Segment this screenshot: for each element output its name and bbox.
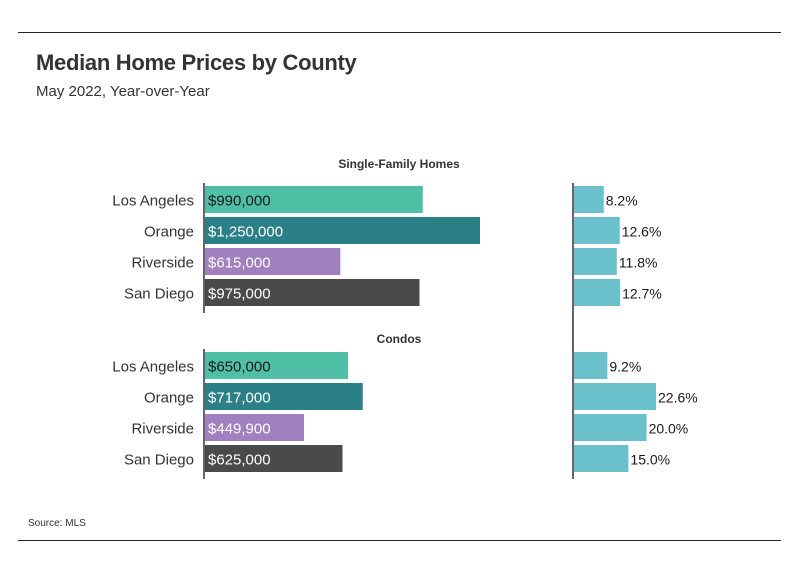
change-bar-condos-san-diego	[574, 445, 629, 472]
change-bar-condos-riverside	[574, 414, 647, 441]
category-label-single-family-homes-los-angeles: Los Angeles	[112, 193, 194, 210]
price-bar-condos-orange	[205, 383, 363, 410]
change-label-condos-riverside: 20.0%	[649, 421, 689, 437]
category-label-single-family-homes-riverside: Riverside	[131, 255, 194, 272]
change-bar-condos-orange	[574, 383, 656, 410]
change-label-condos-san-diego: 15.0%	[630, 452, 670, 468]
category-label-condos-los-angeles: Los Angeles	[112, 359, 194, 376]
source-note: Source: MLS	[28, 518, 86, 529]
change-bar-single-family-homes-riverside	[574, 248, 617, 275]
price-label-condos-orange: $717,000	[208, 390, 271, 407]
chart-title: Median Home Prices by County	[36, 50, 357, 75]
change-label-condos-los-angeles: 9.2%	[609, 359, 641, 375]
category-label-condos-riverside: Riverside	[131, 421, 194, 438]
price-bar-condos-san-diego	[205, 445, 343, 472]
change-label-single-family-homes-riverside: 11.8%	[619, 255, 658, 271]
change-bar-single-family-homes-orange	[574, 217, 620, 244]
category-label-condos-orange: Orange	[144, 390, 194, 407]
bottom-rule	[18, 540, 781, 541]
category-label-condos-san-diego: San Diego	[124, 452, 194, 469]
group-header-single-family-homes: Single-Family Homes	[338, 157, 460, 171]
price-bar-single-family-homes-san-diego	[205, 279, 420, 306]
change-label-single-family-homes-los-angeles: 8.2%	[606, 193, 638, 209]
change-label-single-family-homes-orange: 12.6%	[622, 224, 662, 240]
change-label-condos-orange: 22.6%	[658, 390, 698, 406]
group-header-condos: Condos	[377, 332, 422, 346]
price-label-condos-los-angeles: $650,000	[208, 359, 271, 376]
price-label-single-family-homes-riverside: $615,000	[208, 255, 271, 272]
price-label-single-family-homes-orange: $1,250,000	[208, 224, 283, 241]
change-label-single-family-homes-san-diego: 12.7%	[622, 286, 662, 302]
price-bar-single-family-homes-los-angeles	[205, 186, 423, 213]
change-bar-single-family-homes-los-angeles	[574, 186, 604, 213]
category-label-single-family-homes-orange: Orange	[144, 224, 194, 241]
price-bar-condos-los-angeles	[205, 352, 348, 379]
category-label-single-family-homes-san-diego: San Diego	[124, 286, 194, 303]
price-bar-single-family-homes-riverside	[205, 248, 341, 275]
price-label-single-family-homes-los-angeles: $990,000	[208, 193, 271, 210]
price-label-single-family-homes-san-diego: $975,000	[208, 286, 271, 303]
change-bar-condos-los-angeles	[574, 352, 608, 379]
price-bar-single-family-homes-orange	[205, 217, 480, 244]
price-bar-condos-riverside	[205, 414, 304, 441]
price-label-condos-san-diego: $625,000	[208, 452, 271, 469]
chart-subtitle: May 2022, Year-over-Year	[36, 83, 210, 100]
top-rule	[18, 32, 781, 33]
change-bar-single-family-homes-san-diego	[574, 279, 621, 306]
price-label-condos-riverside: $449,900	[208, 421, 271, 438]
